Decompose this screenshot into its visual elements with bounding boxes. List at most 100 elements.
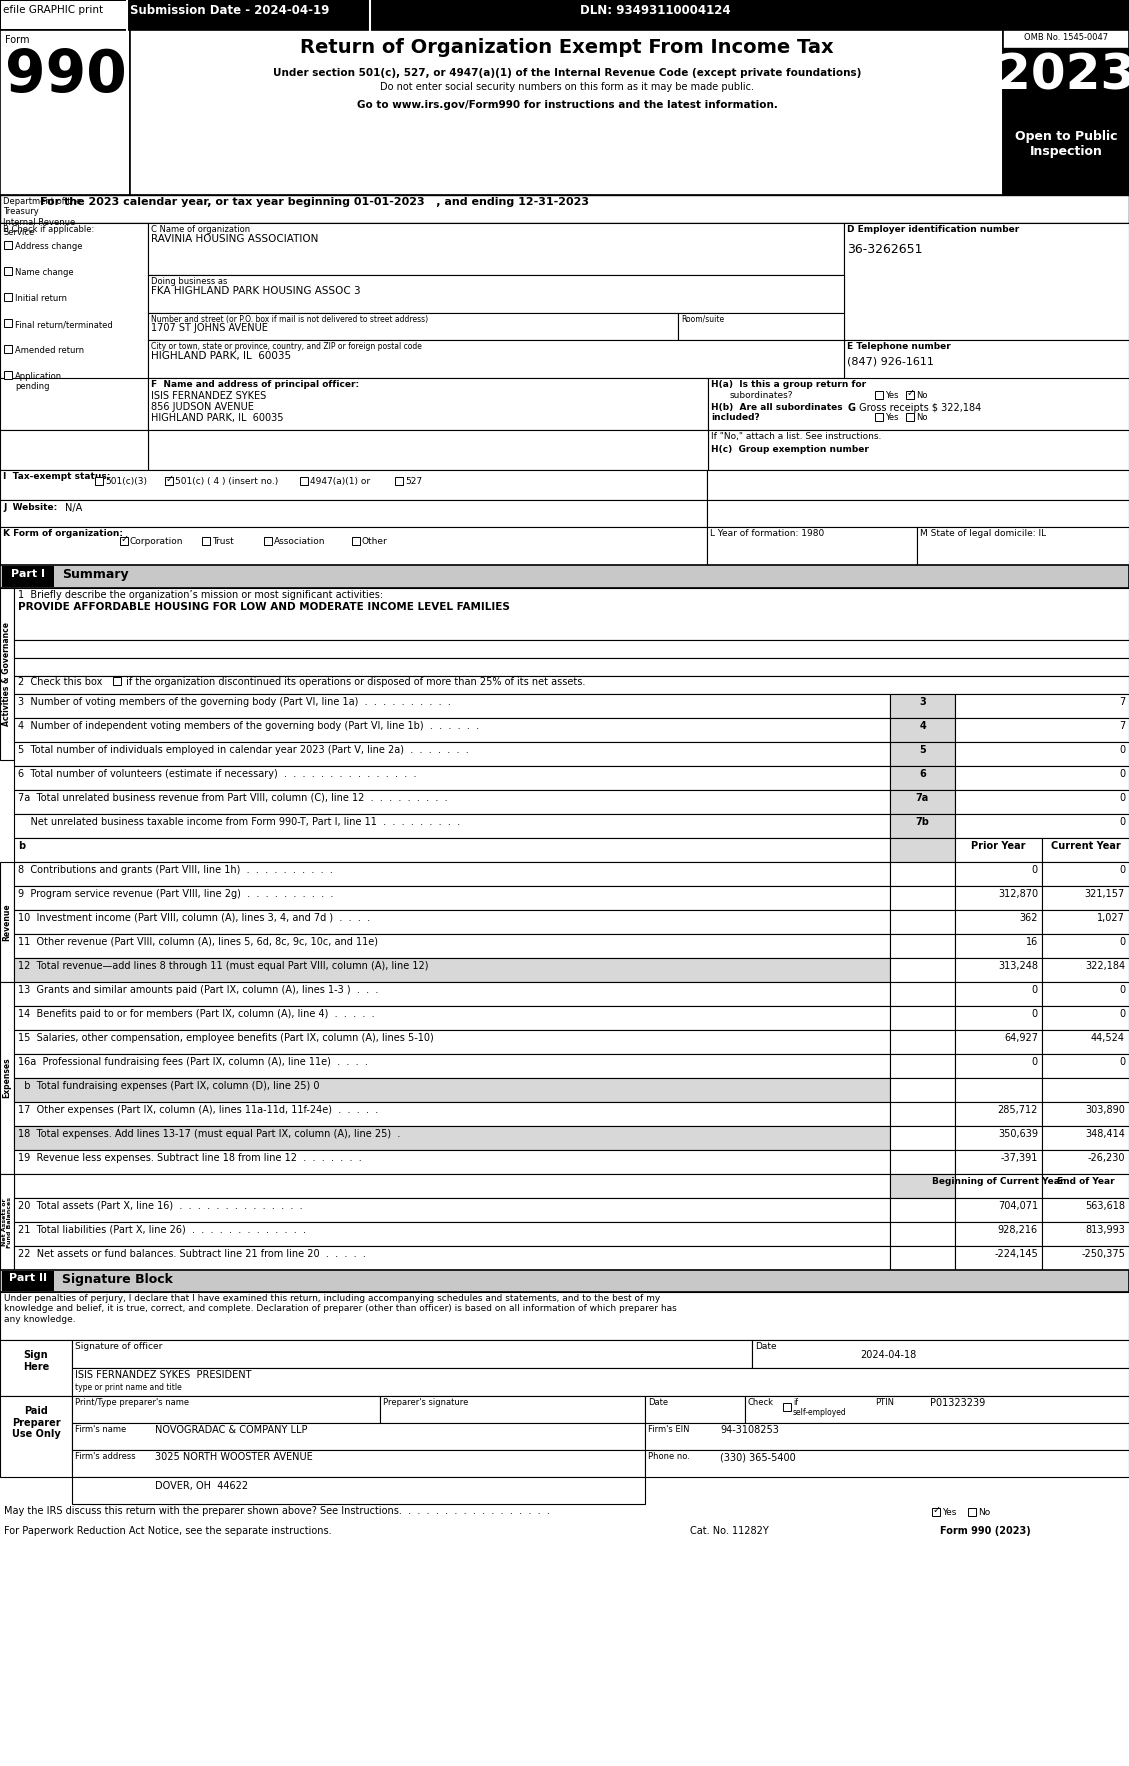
Text: NOVOGRADAC & COMPANY LLP: NOVOGRADAC & COMPANY LLP: [155, 1425, 307, 1436]
Bar: [72, 1450, 645, 1476]
Text: Firm's name: Firm's name: [75, 1425, 126, 1434]
Bar: [955, 719, 1129, 742]
Text: -224,145: -224,145: [995, 1249, 1038, 1259]
Text: Trust: Trust: [212, 537, 234, 546]
Text: 1,027: 1,027: [1097, 913, 1124, 924]
Text: ISIS FERNANDEZ SYKES  PRESIDENT: ISIS FERNANDEZ SYKES PRESIDENT: [75, 1370, 252, 1379]
Text: 64,927: 64,927: [1004, 1033, 1038, 1044]
Text: FKA HIGHLAND PARK HOUSING ASSOC 3: FKA HIGHLAND PARK HOUSING ASSOC 3: [151, 286, 360, 297]
Text: HIGHLAND PARK, IL  60035: HIGHLAND PARK, IL 60035: [151, 413, 283, 424]
Text: 0: 0: [1119, 985, 1124, 994]
Bar: [1003, 124, 1129, 194]
Bar: [645, 1450, 1129, 1476]
Bar: [1042, 1102, 1129, 1127]
Text: F  Name and address of principal officer:: F Name and address of principal officer:: [151, 380, 359, 389]
Text: subordinates?: subordinates?: [730, 390, 794, 401]
Bar: [14, 862, 890, 887]
Bar: [14, 1077, 890, 1102]
Text: 17  Other expenses (Part IX, column (A), lines 11a-11d, 11f-24e)  .  .  .  .  .: 17 Other expenses (Part IX, column (A), …: [18, 1106, 378, 1114]
Bar: [0, 30, 130, 194]
Text: 7: 7: [1119, 698, 1124, 706]
Bar: [905, 413, 914, 420]
Text: included?: included?: [711, 413, 760, 422]
Text: 0: 0: [1032, 985, 1038, 994]
Bar: [14, 766, 890, 789]
Bar: [14, 639, 1129, 659]
Text: Summary: Summary: [62, 569, 129, 581]
Text: 1707 ST JOHNS AVENUE: 1707 ST JOHNS AVENUE: [151, 323, 268, 334]
Text: Revenue: Revenue: [2, 902, 11, 941]
Text: B Check if applicable:: B Check if applicable:: [3, 224, 94, 235]
Text: No: No: [916, 413, 928, 422]
Text: Form 990 (2023): Form 990 (2023): [940, 1526, 1031, 1536]
Text: Amended return: Amended return: [15, 346, 85, 355]
Text: (847) 926-1611: (847) 926-1611: [847, 357, 934, 366]
Bar: [14, 934, 890, 957]
Bar: [890, 1127, 955, 1150]
Text: 0: 0: [1119, 793, 1124, 804]
Text: K Form of organization:: K Form of organization:: [3, 530, 123, 539]
Text: L Year of formation: 1980: L Year of formation: 1980: [710, 530, 824, 539]
Bar: [890, 814, 955, 839]
Bar: [890, 1174, 955, 1197]
Bar: [905, 390, 914, 399]
Text: G: G: [847, 403, 855, 413]
Bar: [708, 378, 1129, 429]
Text: Do not enter social security numbers on this form as it may be made public.: Do not enter social security numbers on …: [380, 81, 754, 92]
Text: City or town, state or province, country, and ZIP or foreign postal code: City or town, state or province, country…: [151, 343, 422, 351]
Bar: [95, 477, 103, 486]
Bar: [890, 1222, 955, 1247]
Bar: [955, 694, 1129, 719]
Bar: [1042, 1077, 1129, 1102]
Bar: [148, 378, 708, 429]
Text: C Name of organization: C Name of organization: [151, 224, 251, 235]
Bar: [707, 500, 1129, 526]
Bar: [707, 470, 1129, 500]
Bar: [14, 588, 1129, 639]
Bar: [844, 401, 1129, 426]
Text: Application
pending: Application pending: [15, 373, 62, 392]
Bar: [0, 223, 148, 401]
Text: Cat. No. 11282Y: Cat. No. 11282Y: [690, 1526, 769, 1536]
Bar: [14, 1197, 890, 1222]
Text: DOVER, OH  44622: DOVER, OH 44622: [155, 1482, 248, 1491]
Text: No: No: [978, 1508, 990, 1517]
Bar: [890, 1150, 955, 1174]
Bar: [1003, 30, 1129, 194]
Bar: [955, 789, 1129, 814]
Bar: [120, 537, 128, 546]
Bar: [707, 526, 917, 565]
Text: Date: Date: [755, 1342, 777, 1351]
Text: Yes: Yes: [942, 1508, 956, 1517]
Text: H(c)  Group exemption number: H(c) Group exemption number: [711, 445, 869, 454]
Text: 2  Check this box: 2 Check this box: [18, 676, 103, 687]
Text: 7a  Total unrelated business revenue from Part VIII, column (C), line 12  .  .  : 7a Total unrelated business revenue from…: [18, 793, 447, 804]
Bar: [130, 30, 1003, 194]
Text: 4  Number of independent voting members of the governing body (Part VI, line 1b): 4 Number of independent voting members o…: [18, 721, 479, 731]
Text: J  Website:: J Website:: [3, 503, 58, 512]
Text: 0: 0: [1119, 865, 1124, 874]
Text: Address change: Address change: [15, 242, 82, 251]
Text: Doing business as: Doing business as: [151, 277, 227, 286]
Bar: [0, 1340, 72, 1395]
Text: Firm's EIN: Firm's EIN: [648, 1425, 690, 1434]
Text: 501(c) ( 4 ) (insert no.): 501(c) ( 4 ) (insert no.): [175, 477, 278, 486]
Bar: [0, 500, 707, 526]
Text: Print/Type preparer's name: Print/Type preparer's name: [75, 1399, 190, 1408]
Text: For Paperwork Reduction Act Notice, see the separate instructions.: For Paperwork Reduction Act Notice, see …: [5, 1526, 332, 1536]
Text: 7b: 7b: [916, 818, 929, 826]
Bar: [0, 0, 1129, 30]
Text: ISIS FERNANDEZ SYKES: ISIS FERNANDEZ SYKES: [151, 390, 266, 401]
Bar: [148, 429, 708, 470]
Text: Corporation: Corporation: [130, 537, 184, 546]
Bar: [72, 1340, 752, 1369]
Bar: [1042, 1174, 1129, 1197]
Bar: [113, 676, 121, 685]
Bar: [844, 341, 1129, 401]
Text: H(a)  Is this a group return for: H(a) Is this a group return for: [711, 380, 866, 389]
Bar: [148, 223, 844, 275]
Bar: [395, 477, 403, 486]
Text: Firm's address: Firm's address: [75, 1452, 135, 1460]
Bar: [890, 1007, 955, 1030]
Text: if
self-employed: if self-employed: [793, 1399, 847, 1418]
